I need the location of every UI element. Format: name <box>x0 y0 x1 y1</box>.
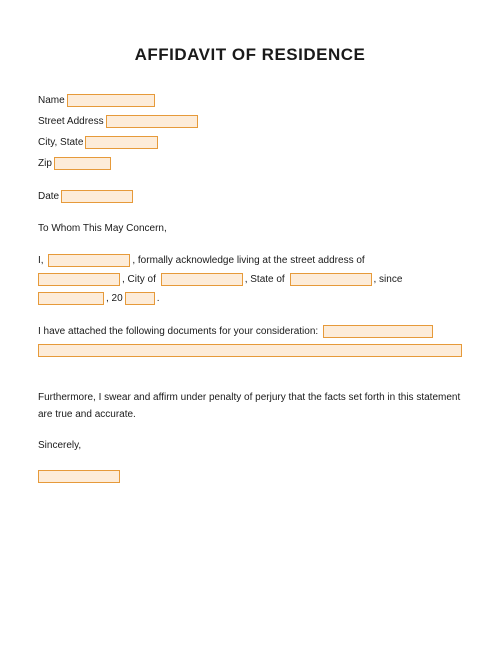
acknowledge-paragraph: I, , formally acknowledge living at the … <box>38 251 462 308</box>
date-field[interactable] <box>61 190 133 203</box>
attach-label: I have attached the following documents … <box>38 326 318 337</box>
zip-field[interactable] <box>54 157 111 170</box>
closing: Sincerely, <box>38 437 462 454</box>
header-fields: Name Street Address City, State Zip <box>38 91 462 173</box>
street-field[interactable] <box>106 115 198 128</box>
document-title: AFFIDAVIT OF RESIDENCE <box>38 45 462 65</box>
citystate-field[interactable] <box>85 136 158 149</box>
city-field[interactable] <box>161 273 243 286</box>
since-year-field[interactable] <box>125 292 155 305</box>
perjury-statement: Furthermore, I swear and affirm under pe… <box>38 389 462 423</box>
p1-g: . <box>157 293 160 304</box>
documents-field-1[interactable] <box>323 325 433 338</box>
affiant-name-field[interactable] <box>48 254 130 267</box>
street-label: Street Address <box>38 112 104 131</box>
p1-f: , 20 <box>106 293 123 304</box>
citystate-label: City, State <box>38 133 83 152</box>
attachments-paragraph: I have attached the following documents … <box>38 322 462 360</box>
zip-label: Zip <box>38 154 52 173</box>
documents-field-2[interactable] <box>38 344 462 357</box>
state-field[interactable] <box>290 273 372 286</box>
since-month-field[interactable] <box>38 292 104 305</box>
name-field[interactable] <box>67 94 155 107</box>
date-label: Date <box>38 187 59 206</box>
p1-e: , since <box>374 274 403 285</box>
address-field[interactable] <box>38 273 120 286</box>
p1-b: , formally acknowledge living at the str… <box>132 255 364 266</box>
name-label: Name <box>38 91 65 110</box>
signature-field[interactable] <box>38 470 120 483</box>
p1-a: I, <box>38 255 44 266</box>
p1-c: , City of <box>122 274 156 285</box>
salutation: To Whom This May Concern, <box>38 220 462 237</box>
p1-d: , State of <box>245 274 285 285</box>
